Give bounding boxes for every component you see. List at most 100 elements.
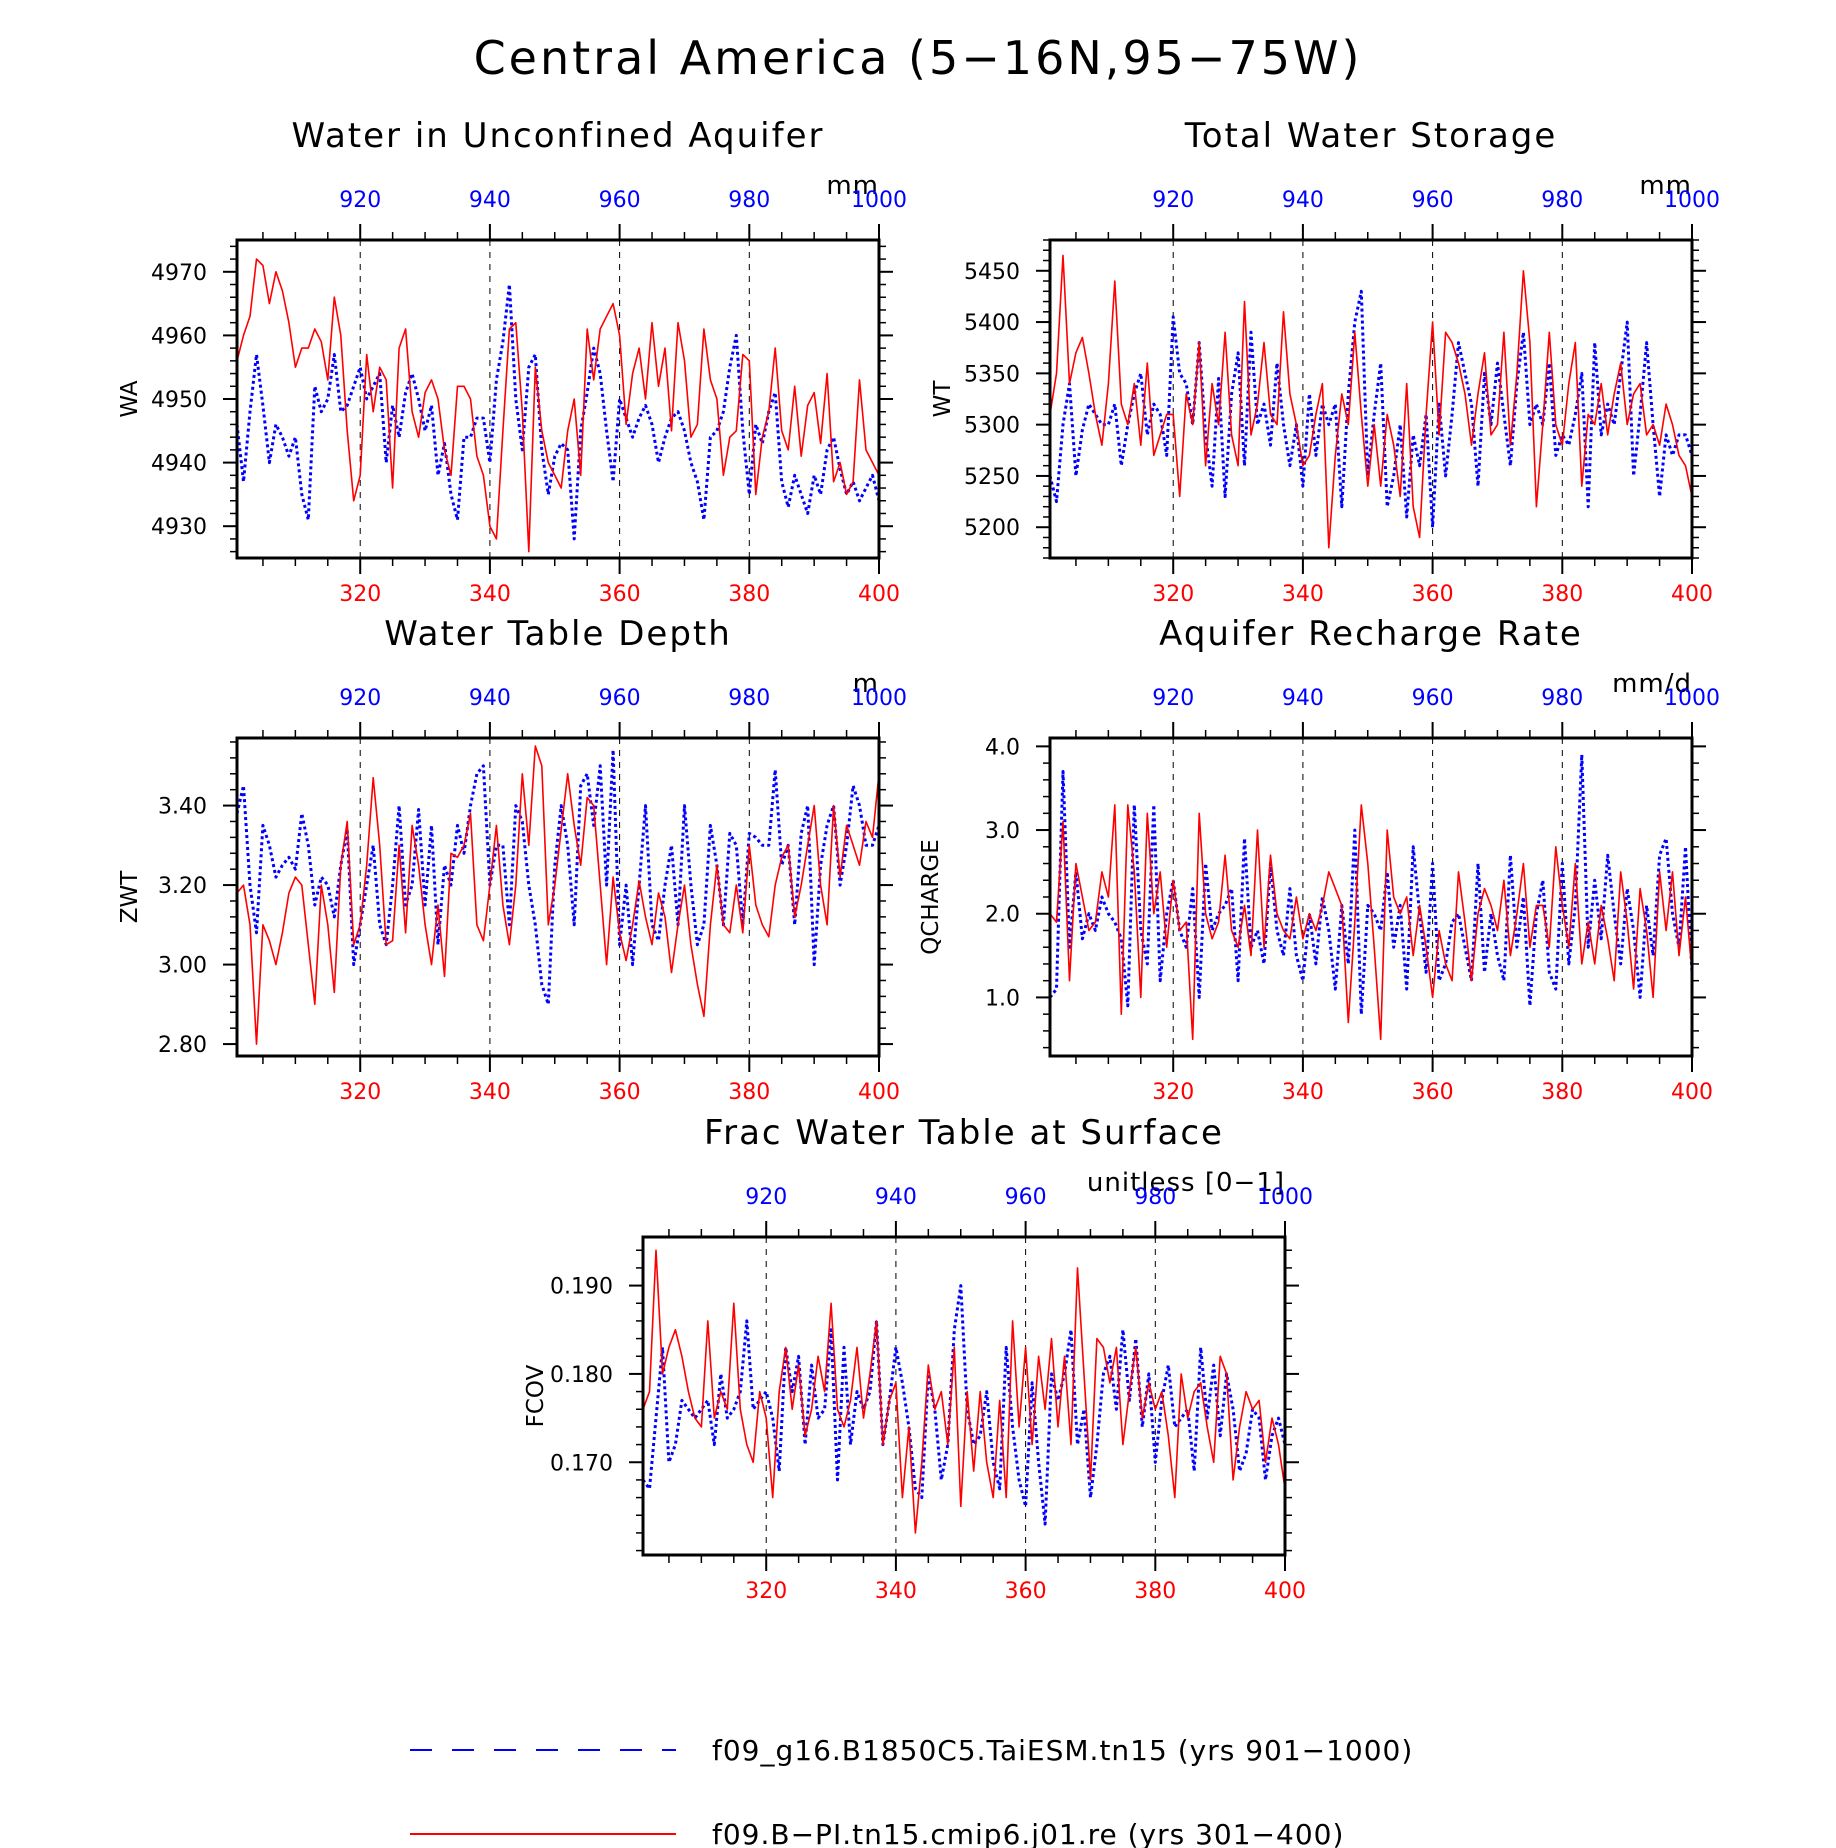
x-top-tick-label: 940	[1282, 188, 1324, 213]
y-tick-label: 4970	[151, 261, 207, 286]
panel-4: Aquifer Recharge Rate mm/d 1.0 2.0 3.0 4.0 QCH…	[918, 614, 1720, 1105]
panels: Water in Unconfined Aquifermm49304940495…	[117, 116, 1720, 1604]
x-bottom-tick-label: 360	[1412, 582, 1454, 607]
series-line-red	[236, 745, 880, 1045]
x-top-tick-label: 920	[1152, 686, 1194, 711]
x-top-tick-label: 920	[339, 188, 381, 213]
x-bottom-tick-label: 320	[1152, 1080, 1194, 1105]
panel-title: Aquifer Recharge Rate	[1159, 614, 1583, 654]
main-title: Central America (5−16N,95−75W)	[474, 31, 1363, 85]
x-bottom-tick-label: 380	[728, 582, 770, 607]
y-tick-label: 4960	[151, 324, 207, 349]
y-axis-label: QCHARGE	[918, 839, 944, 955]
x-bottom-tick-label: 340	[1282, 1080, 1324, 1105]
x-top-tick-label: 1000	[851, 686, 907, 711]
panel-title: Water Table Depth	[384, 614, 732, 654]
y-tick-label: 3.0	[985, 819, 1020, 844]
y-tick-label: 3.40	[158, 795, 207, 820]
x-top-tick-label: 960	[1412, 188, 1454, 213]
panel-2: Total Water Storage mm 5200 5250 5300 5350 540…	[930, 116, 1720, 607]
x-bottom-tick-label: 400	[1671, 1080, 1713, 1105]
y-axis-label: WT	[930, 380, 956, 418]
x-top-tick-label: 940	[875, 1185, 917, 1210]
y-tick-label: 3.00	[158, 954, 207, 979]
x-bottom-tick-label: 400	[858, 1080, 900, 1105]
y-tick-label: 0.190	[550, 1275, 613, 1300]
series-line-blue	[641, 1284, 1287, 1526]
x-top-tick-label: 940	[469, 686, 511, 711]
series-line-blue	[1048, 289, 1694, 529]
x-bottom-tick-label: 320	[745, 1579, 787, 1604]
panel-5: Frac Water Table at Surface unitless [0−1…	[523, 1113, 1313, 1604]
x-bottom-tick-label: 380	[728, 1080, 770, 1105]
panel-title: Frac Water Table at Surface	[704, 1113, 1224, 1153]
x-bottom-tick-label: 360	[599, 582, 641, 607]
x-top-tick-label: 940	[469, 188, 511, 213]
x-bottom-tick-label: 360	[1005, 1579, 1047, 1604]
series-line-red	[1049, 254, 1693, 549]
x-bottom-tick-label: 340	[469, 582, 511, 607]
y-tick-label: 1.0	[985, 986, 1020, 1011]
y-tick-label: 3.20	[158, 874, 207, 899]
x-top-tick-label: 980	[728, 188, 770, 213]
x-top-tick-label: 980	[1541, 188, 1583, 213]
y-tick-label: 5300	[964, 414, 1020, 439]
x-top-tick-label: 960	[599, 686, 641, 711]
x-bottom-tick-label: 320	[1152, 582, 1194, 607]
x-top-tick-label: 920	[1152, 188, 1194, 213]
y-tick-label: 5250	[964, 465, 1020, 490]
units-label: mm	[826, 171, 879, 201]
units-label: unitless [0−1]	[1087, 1168, 1285, 1198]
panel-title: Total Water Storage	[1184, 116, 1558, 156]
plot-frame	[641, 1235, 1287, 1557]
series-line-red	[236, 258, 880, 553]
series-line-blue	[235, 748, 881, 1006]
y-tick-label: 5350	[964, 362, 1020, 387]
series-line-blue	[1048, 753, 1694, 1016]
x-bottom-tick-label: 400	[1264, 1579, 1306, 1604]
x-top-tick-label: 1000	[1257, 1185, 1313, 1210]
series-line-red	[1049, 804, 1693, 1041]
x-top-tick-label: 960	[1412, 686, 1454, 711]
units-label: m	[853, 669, 879, 699]
x-bottom-tick-label: 400	[858, 582, 900, 607]
legend: f09_g16.B1850C5.TaiESM.tn15 (yrs 901−100…	[410, 1734, 1413, 1848]
x-bottom-tick-label: 400	[1671, 582, 1713, 607]
y-axis-label: ZWT	[117, 870, 143, 923]
legend-label-red: f09.B−PI.tn15.cmip6.j01.re (yrs 301−400)	[712, 1818, 1344, 1848]
y-tick-label: 0.180	[550, 1363, 613, 1388]
y-tick-label: 4940	[151, 452, 207, 477]
y-tick-label: 2.0	[985, 903, 1020, 928]
y-tick-label: 5400	[964, 311, 1020, 336]
y-tick-label: 5200	[964, 516, 1020, 541]
y-tick-label: 2.80	[158, 1033, 207, 1058]
x-top-tick-label: 1000	[1664, 686, 1720, 711]
x-top-tick-label: 1000	[851, 188, 907, 213]
y-tick-label: 4950	[151, 388, 207, 413]
legend-label-blue: f09_g16.B1850C5.TaiESM.tn15 (yrs 901−100…	[712, 1734, 1413, 1767]
x-top-tick-label: 920	[339, 686, 381, 711]
y-tick-label: 5450	[964, 260, 1020, 285]
x-top-tick-label: 1000	[1664, 188, 1720, 213]
panel-3: Water Table Depth m 2.80 3.00 3.20 3.40 ZWT 320…	[117, 614, 907, 1105]
x-bottom-tick-label: 340	[1282, 582, 1324, 607]
x-bottom-tick-label: 360	[599, 1080, 641, 1105]
x-top-tick-label: 960	[599, 188, 641, 213]
x-top-tick-label: 980	[1134, 1185, 1176, 1210]
x-bottom-tick-label: 360	[1412, 1080, 1454, 1105]
x-top-tick-label: 920	[745, 1185, 787, 1210]
x-bottom-tick-label: 380	[1541, 582, 1583, 607]
plot-frame	[235, 238, 881, 560]
y-tick-label: 4930	[151, 515, 207, 540]
series-line-blue	[235, 283, 881, 541]
panel-title: Water in Unconfined Aquifer	[292, 116, 825, 156]
plot-frame	[1048, 238, 1694, 560]
y-tick-label: 4.0	[985, 735, 1020, 760]
x-top-tick-label: 940	[1282, 686, 1324, 711]
units-label: mm	[1639, 171, 1692, 201]
x-bottom-tick-label: 320	[339, 1080, 381, 1105]
plot-frame	[235, 736, 881, 1058]
x-bottom-tick-label: 340	[469, 1080, 511, 1105]
